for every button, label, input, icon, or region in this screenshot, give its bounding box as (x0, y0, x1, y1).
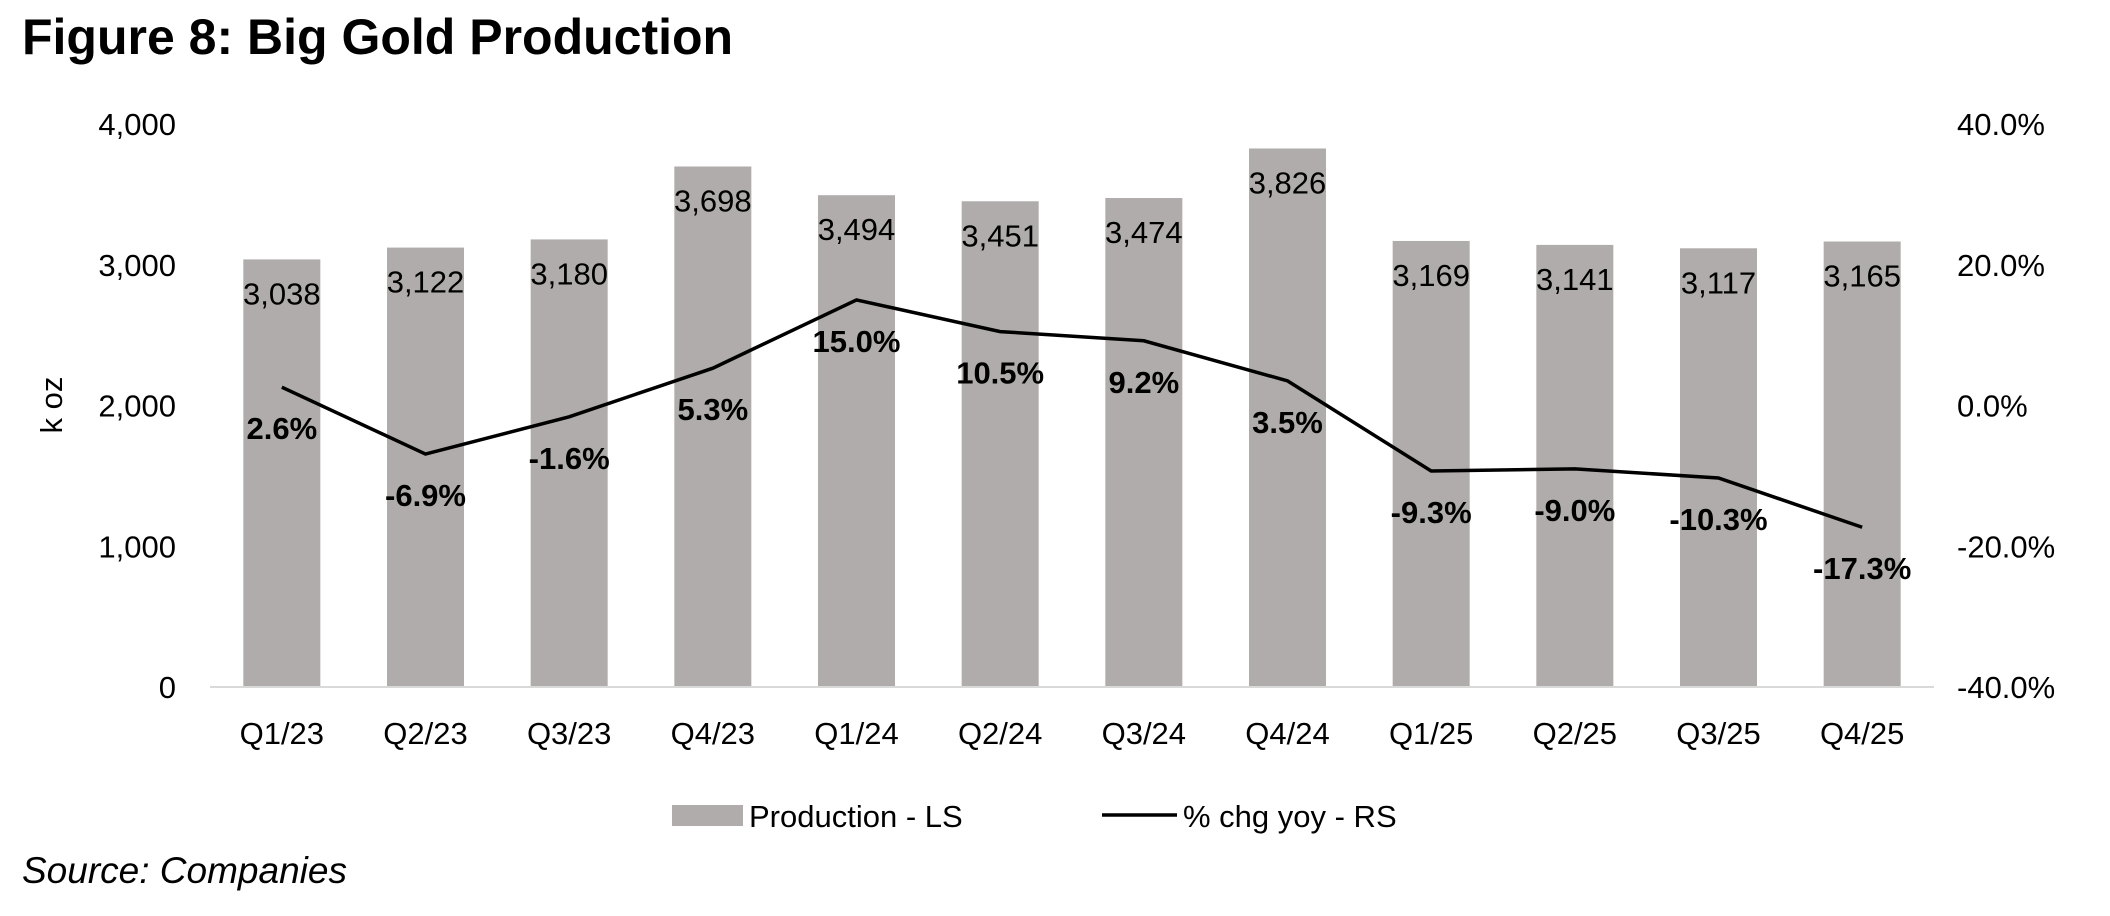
line-data-label: -9.0% (1534, 493, 1615, 528)
line-data-label: 10.5% (956, 356, 1044, 391)
x-tick-label: Q2/23 (383, 716, 467, 751)
bar-Q3/24 (1105, 198, 1183, 688)
y2-tick-label: -20.0% (1957, 529, 2055, 564)
bar-data-label: 3,474 (1105, 215, 1183, 250)
bar-Q2/25 (1536, 244, 1614, 688)
x-tick-label: Q2/24 (958, 716, 1042, 751)
bar-Q1/23 (243, 259, 321, 687)
y-axis-label: k oz (34, 377, 69, 434)
bar-data-label: 3,169 (1392, 258, 1470, 293)
bar-Q3/25 (1680, 248, 1757, 687)
bar-Q2/24 (961, 201, 1039, 688)
line-data-label: -6.9% (385, 478, 466, 513)
bar-Q4/25 (1823, 241, 1901, 687)
x-tick-label: Q3/23 (527, 716, 611, 751)
x-tick-label: Q1/23 (240, 716, 324, 751)
line-data-label: -1.6% (529, 441, 610, 476)
line-data-label: 5.3% (677, 392, 748, 427)
y2-tick-label: 0.0% (1957, 389, 2028, 424)
bar-data-label: 3,698 (674, 184, 752, 219)
bar-Q1/25 (1392, 240, 1470, 687)
line-data-label: 15.0% (813, 324, 901, 359)
bar-Q4/24 (1249, 148, 1326, 688)
bar-data-label: 3,826 (1249, 165, 1327, 200)
x-tick-label: Q1/24 (814, 716, 898, 751)
y-tick-label: 0 (159, 670, 176, 705)
bar-data-label: 3,122 (387, 265, 465, 300)
x-tick-label: Q3/25 (1676, 716, 1760, 751)
x-tick-label: Q4/23 (671, 716, 755, 751)
bar-data-label: 3,494 (818, 212, 896, 247)
y-tick-label: 4,000 (98, 107, 176, 142)
y2-tick-label: 20.0% (1957, 248, 2045, 283)
x-tick-label: Q4/24 (1245, 716, 1329, 751)
x-tick-label: Q4/25 (1820, 716, 1904, 751)
y2-tick-label: 40.0% (1957, 107, 2045, 142)
bar-data-label: 3,117 (1681, 265, 1756, 300)
y-tick-label: 1,000 (98, 529, 176, 564)
bar-data-label: 3,180 (530, 256, 608, 291)
source-note: Source: Companies (22, 850, 347, 891)
bar-Q2/23 (387, 247, 464, 688)
y-tick-label: 3,000 (98, 248, 176, 283)
line-data-label: 3.5% (1252, 405, 1323, 440)
bar-Q1/24 (818, 195, 895, 688)
x-tick-label: Q2/25 (1533, 716, 1617, 751)
x-tick-label: Q3/24 (1102, 716, 1186, 751)
legend-bar-swatch (672, 805, 743, 826)
bar-Q4/23 (674, 166, 752, 688)
bar-data-label: 3,141 (1536, 262, 1614, 297)
bar-data-label: 3,451 (961, 218, 1039, 253)
legend-label: Production - LS (749, 799, 963, 834)
bar-data-label: 3,038 (243, 276, 321, 311)
line-data-label: -17.3% (1813, 551, 1911, 586)
line-data-label: 9.2% (1108, 365, 1179, 400)
line-data-label: 2.6% (246, 411, 317, 446)
bar-Q3/23 (530, 239, 608, 688)
y-tick-label: 2,000 (98, 389, 176, 424)
line-data-label: -9.3% (1391, 495, 1472, 530)
bar-data-label: 3,165 (1823, 259, 1901, 294)
line-data-label: -10.3% (1669, 502, 1767, 537)
legend-label: % chg yoy - RS (1183, 799, 1397, 834)
x-tick-label: Q1/25 (1389, 716, 1473, 751)
y2-tick-label: -40.0% (1957, 670, 2055, 705)
line-series (281, 298, 1863, 529)
chart-title: Figure 8: Big Gold Production (22, 9, 734, 65)
